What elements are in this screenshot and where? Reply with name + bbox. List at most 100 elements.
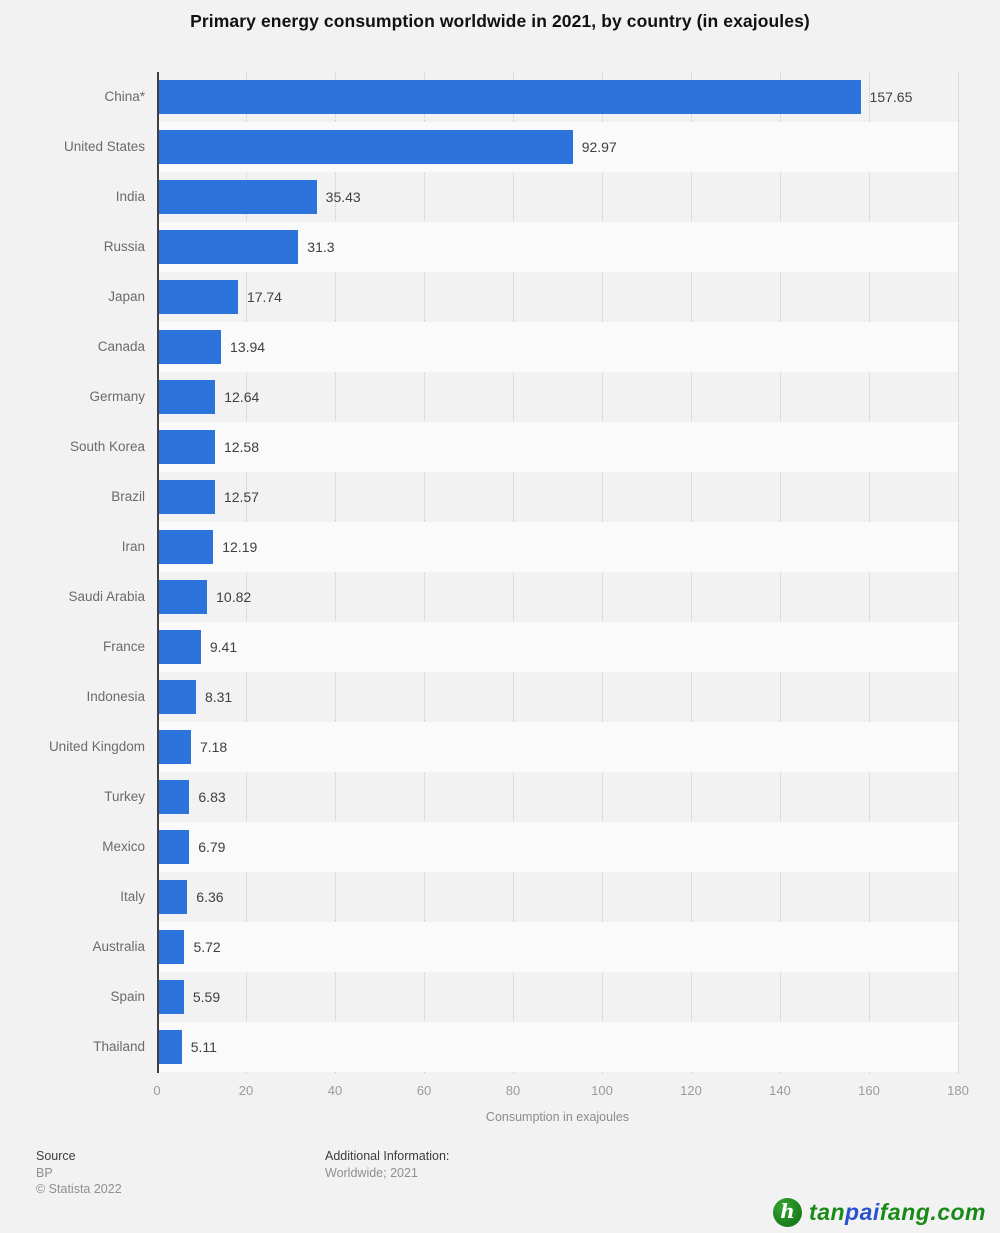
gridline xyxy=(958,72,959,1073)
bar xyxy=(159,180,317,214)
bar xyxy=(159,380,216,414)
logo-text-part: pai xyxy=(845,1199,880,1225)
chart-row: 8.31 xyxy=(157,672,958,722)
bar xyxy=(159,480,215,514)
bar xyxy=(159,780,190,814)
chart-row: 12.64 xyxy=(157,372,958,422)
bar-value-label: 8.31 xyxy=(204,689,233,705)
category-label: Iran xyxy=(121,539,145,554)
chart-row: 5.59 xyxy=(157,972,958,1022)
bar-value-label: 35.43 xyxy=(325,189,361,205)
x-tick-label: 0 xyxy=(153,1083,161,1098)
chart-row: 7.18 xyxy=(157,722,958,772)
category-label: Brazil xyxy=(111,489,145,504)
category-label: Japan xyxy=(108,289,145,304)
bar xyxy=(159,580,208,614)
bar-value-label: 9.41 xyxy=(209,639,238,655)
category-label: Spain xyxy=(110,989,145,1004)
category-label: Saudi Arabia xyxy=(68,589,145,604)
bar-value-label: 12.58 xyxy=(223,439,260,455)
gridline xyxy=(869,72,870,1073)
x-axis-tick-labels: 0 20 40 60 80 100 120 140 160 180 xyxy=(153,1083,968,1099)
category-label: Russia xyxy=(103,239,145,254)
x-tick-label: 180 xyxy=(947,1083,969,1098)
x-tick-label: 60 xyxy=(416,1083,432,1098)
statista-copyright: © Statista 2022 xyxy=(36,1182,122,1196)
bar-value-label: 31.3 xyxy=(307,239,335,255)
bar-value-label: 12.19 xyxy=(222,539,258,555)
bar-value-label: 17.74 xyxy=(246,289,282,305)
bar-value-label: 92.97 xyxy=(581,139,617,155)
bar-value-label: 5.72 xyxy=(193,939,221,955)
category-label: Turkey xyxy=(104,789,145,804)
x-tick-label: 140 xyxy=(769,1083,791,1098)
category-label: India xyxy=(115,189,145,204)
bar-value-label: 6.36 xyxy=(196,889,224,905)
tanpaifang-leaf-icon: h xyxy=(773,1198,803,1227)
chart-row: 12.58 xyxy=(157,422,958,472)
x-tick-label: 100 xyxy=(591,1083,613,1098)
chart-row: 9.41 xyxy=(157,622,958,672)
footer-additional-block: Additional Information: Worldwide; 2021 xyxy=(325,1148,449,1181)
bar xyxy=(159,880,188,914)
category-label: France xyxy=(102,639,145,654)
bar-value-label: 13.94 xyxy=(230,339,266,355)
y-axis-line xyxy=(157,72,159,1073)
bar-value-label: 5.59 xyxy=(192,989,221,1005)
source-value[interactable]: BP xyxy=(36,1165,53,1180)
gridline xyxy=(691,72,692,1073)
tanpaifang-logo-text: tanpaifang.com xyxy=(809,1199,986,1226)
category-label: United States xyxy=(63,139,145,154)
footer-source-block: Source BP © Statista 2022 xyxy=(36,1148,122,1198)
chart-row: 10.82 xyxy=(157,572,958,622)
category-label: China* xyxy=(104,89,145,104)
bar-value-label: 157.65 xyxy=(869,89,913,105)
bar-value-label: 10.82 xyxy=(216,589,252,605)
chart-row: 12.57 xyxy=(157,472,958,522)
category-label: Mexico xyxy=(102,839,145,854)
chart-title: Primary energy consumption worldwide in … xyxy=(190,11,810,31)
x-tick-label: 20 xyxy=(238,1083,254,1098)
bar-value-label: 6.79 xyxy=(198,839,226,855)
gridline xyxy=(513,72,514,1073)
bar xyxy=(159,280,238,314)
chart-row: 31.3 xyxy=(157,222,958,272)
tanpaifang-logo[interactable]: h tanpaifang.com xyxy=(773,1198,986,1227)
chart-row: 17.74 xyxy=(157,272,958,322)
x-axis-title: Consumption in exajoules xyxy=(485,1110,630,1124)
gridline xyxy=(780,72,781,1073)
chart-row: 92.97 xyxy=(157,122,958,172)
additional-information-value: Worldwide; 2021 xyxy=(325,1165,418,1180)
chart-row: 157.65 xyxy=(157,72,958,122)
category-label: Australia xyxy=(92,939,145,954)
bar xyxy=(159,930,185,964)
chart-row: 6.36 xyxy=(157,872,958,922)
bar xyxy=(159,630,201,664)
bar xyxy=(159,230,299,264)
bar xyxy=(159,430,215,464)
chart-row: 35.43 xyxy=(157,172,958,222)
logo-text-part: tan xyxy=(809,1199,846,1225)
bar xyxy=(159,530,214,564)
additional-information-label: Additional Information: xyxy=(325,1149,450,1163)
chart-row: 5.72 xyxy=(157,922,958,972)
bar xyxy=(159,680,196,714)
bar-value-label: 7.18 xyxy=(199,739,228,755)
chart-row: 5.11 xyxy=(157,1022,958,1072)
chart-row: 6.79 xyxy=(157,822,958,872)
gridline xyxy=(424,72,425,1073)
category-label: United Kingdom xyxy=(48,739,145,754)
chart-row: 6.83 xyxy=(157,772,958,822)
bar xyxy=(159,130,573,164)
bar xyxy=(159,80,861,114)
category-label: South Korea xyxy=(69,439,145,454)
gridline xyxy=(335,72,336,1073)
logo-text-part: fang.com xyxy=(879,1199,986,1225)
category-label: Germany xyxy=(89,389,145,404)
category-label: Thailand xyxy=(93,1039,145,1054)
x-tick-label: 80 xyxy=(505,1083,521,1098)
bar-value-label: 5.11 xyxy=(190,1039,217,1055)
chart-row: 13.94 xyxy=(157,322,958,372)
bar xyxy=(159,980,184,1014)
